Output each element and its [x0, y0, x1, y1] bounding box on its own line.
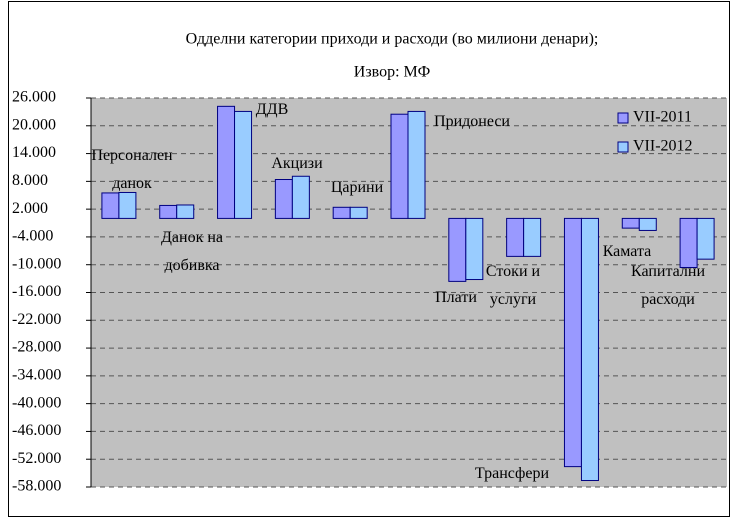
bar	[176, 204, 195, 219]
y-tick-label: 20.000	[12, 116, 56, 133]
bar	[159, 204, 178, 219]
y-tick-label: -28.000	[12, 339, 61, 356]
y-tick-label: 2.000	[12, 200, 48, 217]
category-label: ДДВ	[255, 101, 289, 118]
category-label: Стоки и услуги	[485, 263, 541, 308]
bar	[580, 217, 599, 482]
y-tick-label: -4.000	[12, 228, 53, 245]
category-label: Придонеси	[434, 113, 510, 130]
y-tick-label: -40.000	[12, 394, 61, 411]
bar	[465, 217, 484, 281]
y-tick-label: -46.000	[12, 422, 61, 439]
bar	[390, 113, 409, 219]
y-tick-label: -58.000	[12, 478, 61, 495]
category-label: Акцизи	[271, 155, 323, 172]
chart-title: Одделни категории приходи и расходи (во …	[186, 31, 599, 48]
y-tick-label: 8.000	[12, 172, 48, 189]
y-tick-label: -52.000	[12, 450, 61, 467]
category-label: Данок на добивка	[160, 229, 223, 274]
legend-label: VII-2011	[633, 109, 692, 126]
bar	[638, 217, 657, 231]
y-tick-label: -10.000	[12, 255, 61, 272]
bar	[349, 206, 368, 219]
y-tick-label: 26.000	[12, 89, 56, 106]
category-label: Царини	[330, 179, 384, 196]
chart-subtitle: Извор: МФ	[354, 64, 430, 81]
legend-swatch	[617, 141, 629, 153]
bar	[448, 217, 467, 282]
bar	[332, 206, 351, 219]
category-label: Капитални расходи	[630, 263, 705, 308]
bar	[118, 191, 137, 219]
y-tick-label: -22.000	[12, 311, 61, 328]
bar	[217, 105, 236, 219]
bar	[506, 217, 525, 257]
bar	[274, 179, 293, 219]
category-label: Трансфери	[474, 465, 550, 482]
y-tick-label: -34.000	[12, 367, 61, 384]
category-label: Персонален данок	[91, 147, 173, 192]
category-label: Плати	[435, 289, 477, 306]
legend-label: VII-2012	[633, 138, 693, 155]
category-label: Камата	[602, 243, 652, 260]
bar	[523, 217, 542, 257]
bar	[563, 217, 582, 468]
bar	[407, 110, 426, 219]
legend-swatch	[617, 112, 629, 124]
bar	[234, 110, 253, 219]
bar	[291, 175, 310, 219]
bar	[696, 217, 715, 260]
bar	[621, 217, 640, 229]
y-tick-label: -16.000	[12, 283, 61, 300]
y-tick-label: 14.000	[12, 144, 56, 161]
